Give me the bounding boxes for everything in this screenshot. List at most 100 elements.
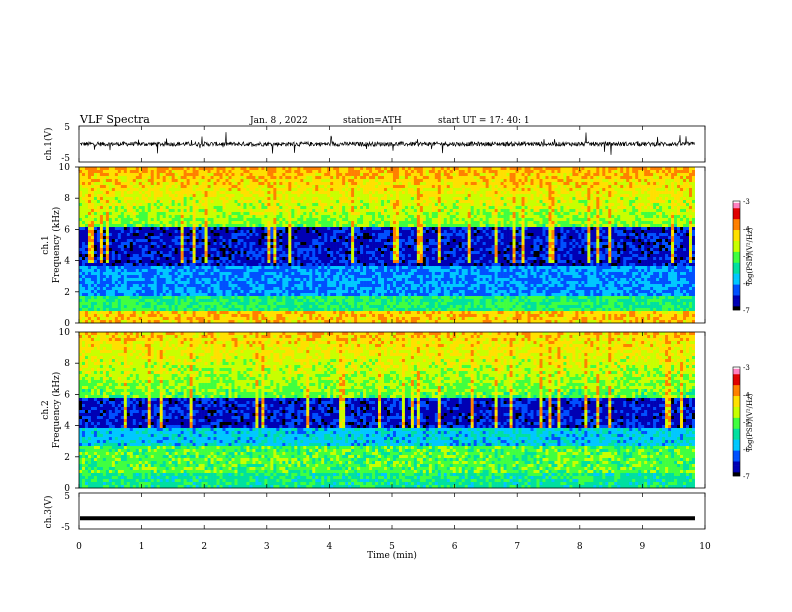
spectrogram-cell bbox=[282, 188, 285, 191]
spectrogram-cell bbox=[312, 179, 315, 182]
spectrogram-cell bbox=[109, 314, 112, 317]
spectrogram-cell bbox=[169, 218, 172, 221]
spectrogram-cell bbox=[187, 227, 190, 230]
spectrogram-cell bbox=[223, 317, 226, 320]
spectrogram-cell bbox=[82, 227, 85, 230]
spectrogram-cell bbox=[297, 224, 300, 227]
spectrogram-cell bbox=[145, 317, 148, 320]
spectrogram-cell bbox=[306, 194, 309, 197]
spectrogram-cell bbox=[276, 221, 279, 224]
spectrogram-cell bbox=[169, 311, 172, 314]
spectrogram-cell bbox=[276, 245, 279, 248]
spectrogram-cell bbox=[163, 302, 166, 305]
spectrogram-cell bbox=[175, 191, 178, 194]
spectrogram-cell bbox=[157, 317, 160, 320]
spectrogram-cell bbox=[166, 170, 169, 173]
spectrogram-cell bbox=[115, 218, 118, 221]
spectrogram-cell bbox=[166, 206, 169, 209]
spectrogram-cell bbox=[270, 185, 273, 188]
spectrogram-cell bbox=[234, 290, 237, 293]
spectrogram-cell bbox=[124, 200, 127, 203]
spectrogram-cell bbox=[115, 242, 118, 245]
spectrogram-cell bbox=[208, 188, 211, 191]
spectrogram-cell bbox=[133, 215, 136, 218]
spectrogram-cell bbox=[85, 191, 88, 194]
spectrogram-cell bbox=[243, 263, 246, 266]
spectrogram-cell bbox=[94, 296, 97, 299]
spectrogram-cell bbox=[246, 212, 249, 215]
spectrogram-cell bbox=[273, 308, 276, 311]
spectrogram-cell bbox=[163, 248, 166, 251]
spectrogram-cell bbox=[327, 224, 330, 227]
spectrogram-cell bbox=[127, 317, 130, 320]
spectrogram-cell bbox=[103, 317, 106, 320]
spectrogram-cell bbox=[130, 257, 133, 260]
spectrogram-cell bbox=[288, 200, 291, 203]
spectrogram-cell bbox=[226, 230, 229, 233]
spectrogram-cell bbox=[273, 254, 276, 257]
spectrogram-cell bbox=[109, 242, 112, 245]
spectrogram-cell bbox=[282, 251, 285, 254]
spectrogram-cell bbox=[124, 230, 127, 233]
spectrogram-cell bbox=[136, 182, 139, 185]
spectrogram-cell bbox=[211, 281, 214, 284]
spectrogram-cell bbox=[82, 185, 85, 188]
spectrogram-cell bbox=[112, 251, 115, 254]
spectrogram-cell bbox=[282, 194, 285, 197]
spectrogram-cell bbox=[118, 257, 121, 260]
spectrogram-cell bbox=[157, 176, 160, 179]
spectrogram-cell bbox=[211, 224, 214, 227]
spectrogram-cell bbox=[303, 284, 306, 287]
spectrogram-cell bbox=[142, 197, 145, 200]
spectrogram-cell bbox=[220, 302, 223, 305]
spectrogram-cell bbox=[199, 191, 202, 194]
spectrogram-cell bbox=[82, 230, 85, 233]
spectrogram-cell bbox=[270, 233, 273, 236]
spectrogram-cell bbox=[172, 287, 175, 290]
spectrogram-cell bbox=[124, 308, 127, 311]
spectrogram-cell bbox=[112, 212, 115, 215]
spectrogram-cell bbox=[166, 311, 169, 314]
spectrogram-cell bbox=[103, 254, 106, 257]
spectrogram-cell bbox=[240, 239, 243, 242]
spectrogram-cell bbox=[276, 206, 279, 209]
spectrogram-cell bbox=[97, 308, 100, 311]
spectrogram-cell bbox=[315, 314, 318, 317]
spectrogram-cell bbox=[202, 218, 205, 221]
spectrogram-cell bbox=[196, 266, 199, 269]
spectrogram-cell bbox=[282, 284, 285, 287]
spectrogram-cell bbox=[229, 281, 232, 284]
spectrogram-cell bbox=[94, 170, 97, 173]
spectrogram-cell bbox=[193, 215, 196, 218]
spectrogram-cell bbox=[82, 305, 85, 308]
spectrogram-cell bbox=[300, 206, 303, 209]
spectrogram-cell bbox=[267, 245, 270, 248]
spectrogram-cell bbox=[300, 185, 303, 188]
spectrogram-cell bbox=[199, 197, 202, 200]
spectrogram-cell bbox=[249, 200, 252, 203]
spectrogram-cell bbox=[258, 308, 261, 311]
spectrogram-cell bbox=[79, 194, 82, 197]
spectrogram-cell bbox=[276, 236, 279, 239]
spectrogram-cell bbox=[184, 212, 187, 215]
spectrogram-cell bbox=[181, 287, 184, 290]
spectrogram-cell bbox=[85, 173, 88, 176]
spectrogram-cell bbox=[243, 197, 246, 200]
spectrogram-cell bbox=[142, 215, 145, 218]
spectrogram-cell bbox=[136, 191, 139, 194]
spectrogram-cell bbox=[309, 248, 312, 251]
spectrogram-cell bbox=[169, 191, 172, 194]
spectrogram-cell bbox=[169, 284, 172, 287]
spectrogram-cell bbox=[154, 239, 157, 242]
spectrogram-cell bbox=[291, 278, 294, 281]
spectrogram-cell bbox=[103, 170, 106, 173]
spectrogram-cell bbox=[211, 230, 214, 233]
spectrogram-cell bbox=[249, 239, 252, 242]
spectrogram-cell bbox=[297, 308, 300, 311]
spectrogram-cell bbox=[169, 296, 172, 299]
spectrogram-cell bbox=[88, 215, 91, 218]
spectrogram-cell bbox=[130, 230, 133, 233]
spectrogram-cell bbox=[214, 236, 217, 239]
spectrogram-cell bbox=[133, 299, 136, 302]
spectrogram-cell bbox=[315, 218, 318, 221]
